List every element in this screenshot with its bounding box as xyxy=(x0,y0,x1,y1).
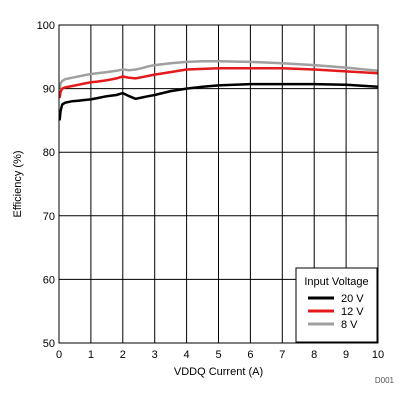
y-tick-label: 60 xyxy=(43,274,55,286)
series-line-8v xyxy=(58,60,379,89)
legend-entry-label: 12 V xyxy=(341,306,364,318)
x-tick-label: 2 xyxy=(120,349,126,361)
x-axis-label: VDDQ Current (A) xyxy=(174,366,263,378)
y-tick-label: 70 xyxy=(43,211,55,223)
x-tick-label: 9 xyxy=(343,349,349,361)
figure-id-label: D001 xyxy=(375,376,395,385)
series-lines xyxy=(58,60,379,121)
y-tick-label: 100 xyxy=(37,20,55,32)
legend-box xyxy=(295,267,378,343)
x-tick-label: 5 xyxy=(215,349,221,361)
series-line-20v xyxy=(58,82,379,121)
x-tick-label: 3 xyxy=(152,349,158,361)
x-tick-label: 0 xyxy=(56,349,62,361)
x-tick-label: 1 xyxy=(88,349,94,361)
series-line-12v xyxy=(58,66,379,99)
legend-entry-label: 8 V xyxy=(341,319,358,331)
legend-items: 20 V12 V8 V xyxy=(308,293,364,331)
x-tick-labels: 0 1 2 3 4 5 6 7 8 9 10 xyxy=(56,349,384,361)
x-tick-label: 6 xyxy=(247,349,253,361)
legend-title: Input Voltage xyxy=(304,276,368,288)
legend-entry-label: 20 V xyxy=(341,293,364,305)
legend: Input Voltage 20 V12 V8 V xyxy=(295,267,378,343)
x-tick-label: 8 xyxy=(311,349,317,361)
y-tick-labels: 50 60 70 80 90 100 xyxy=(37,20,55,350)
x-tick-label: 10 xyxy=(372,349,384,361)
x-tick-label: 4 xyxy=(184,349,190,361)
y-tick-label: 90 xyxy=(43,84,55,96)
x-tick-label: 7 xyxy=(279,349,285,361)
y-tick-label: 50 xyxy=(43,338,55,350)
y-tick-label: 80 xyxy=(43,147,55,159)
plot-frame xyxy=(58,24,379,344)
y-axis-label: Efficiency (%) xyxy=(12,150,24,217)
